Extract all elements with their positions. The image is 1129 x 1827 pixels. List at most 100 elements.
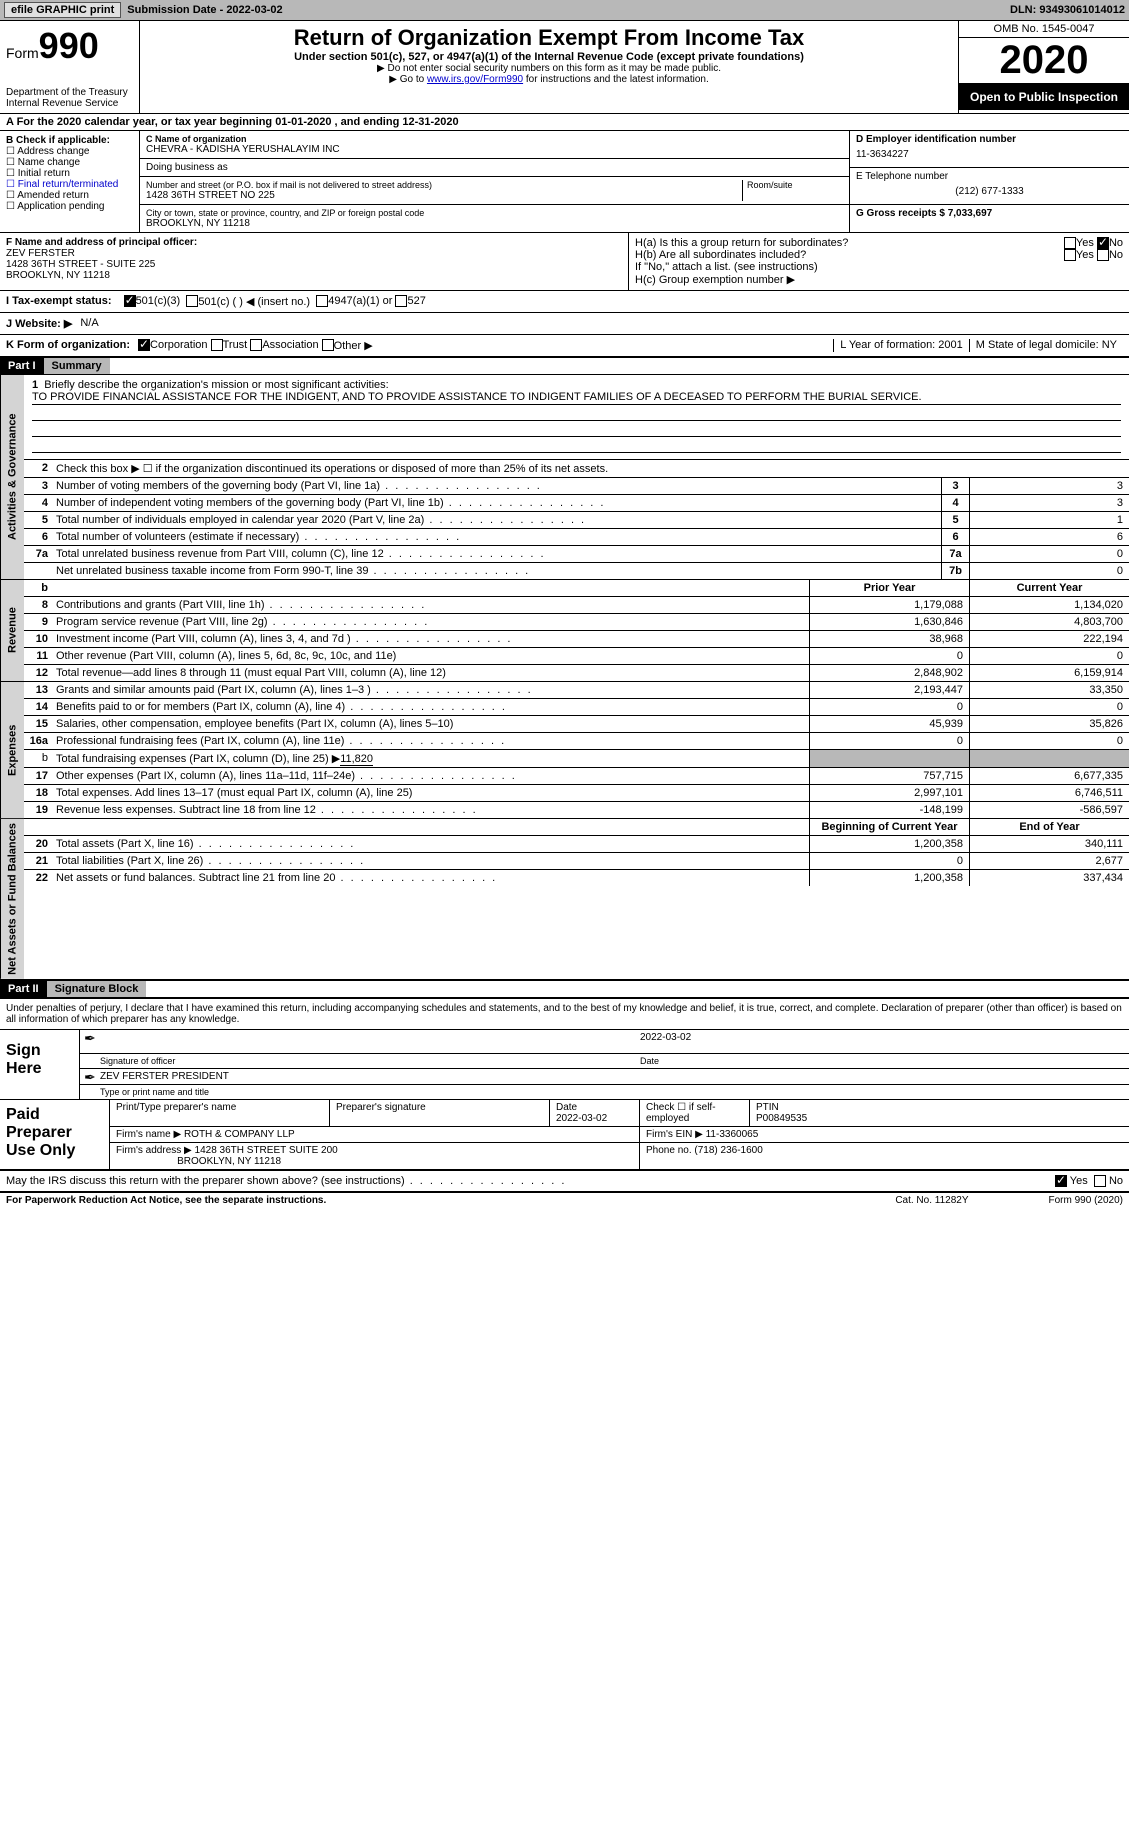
revenue-section: Revenue bPrior YearCurrent Year 8Contrib… (0, 580, 1129, 682)
efile-print-button[interactable]: efile GRAPHIC print (4, 2, 121, 18)
vtab-revenue: Revenue (0, 580, 24, 681)
chk-other[interactable] (322, 339, 334, 351)
discuss-row: May the IRS discuss this return with the… (0, 1171, 1129, 1193)
line-3: Number of voting members of the governin… (52, 478, 941, 494)
form-990-label: Form990 (6, 25, 133, 67)
val-20c: 340,111 (969, 836, 1129, 852)
firm-phone: (718) 236-1600 (694, 1145, 762, 1156)
footer: For Paperwork Reduction Act Notice, see … (0, 1193, 1129, 1208)
form-note-1: ▶ Do not enter social security numbers o… (146, 63, 952, 74)
hb-yes-checkbox[interactable] (1064, 249, 1076, 261)
val-11p: 0 (809, 648, 969, 664)
chk-4947[interactable] (316, 295, 328, 307)
signature-block: Sign Here ✒ 2022-03-02 Signature of offi… (0, 1029, 1129, 1100)
org-name: CHEVRA - KADISHA YERUSHALAYIM INC (146, 144, 843, 155)
year-formation: L Year of formation: 2001 (833, 339, 969, 352)
firm-ein: 11-3360065 (706, 1129, 759, 1140)
chk-assoc[interactable] (250, 339, 262, 351)
hb-label: H(b) Are all subordinates included? (635, 249, 1003, 261)
val-5: 1 (969, 512, 1129, 528)
prep-ptin: P00849535 (756, 1113, 807, 1124)
mission-intro: Briefly describe the organization's miss… (44, 379, 388, 391)
chk-address-change[interactable]: ☐ Address change (6, 146, 133, 157)
val-21c: 2,677 (969, 853, 1129, 869)
dln-label: DLN: 93493061014012 (1010, 4, 1125, 16)
suite-label: Room/suite (747, 180, 843, 190)
pen-icon: ✒ (84, 1030, 96, 1047)
line-4: Number of independent voting members of … (52, 495, 941, 511)
val-4: 3 (969, 495, 1129, 511)
discuss-text: May the IRS discuss this return with the… (6, 1175, 566, 1187)
val-12c: 6,159,914 (969, 665, 1129, 681)
val-12p: 2,848,902 (809, 665, 969, 681)
hdr-begin: Beginning of Current Year (809, 819, 969, 835)
val-13p: 2,193,447 (809, 682, 969, 698)
preparer-block: Paid Preparer Use Only Print/Type prepar… (0, 1100, 1129, 1171)
phone-label: E Telephone number (856, 171, 1123, 182)
ha-yes-checkbox[interactable] (1064, 237, 1076, 249)
chk-application-pending[interactable]: ☐ Application pending (6, 201, 133, 212)
chk-name-change[interactable]: ☐ Name change (6, 157, 133, 168)
chk-initial-return[interactable]: ☐ Initial return (6, 168, 133, 179)
val-19p: -148,199 (809, 802, 969, 818)
val-7a: 0 (969, 546, 1129, 562)
submission-date: Submission Date - 2022-03-02 (127, 4, 282, 16)
line-7a: Total unrelated business revenue from Pa… (52, 546, 941, 562)
val-17c: 6,677,335 (969, 768, 1129, 784)
ein-value: 11-3634227 (856, 145, 1123, 164)
officer-addr2: BROOKLYN, NY 11218 (6, 270, 622, 281)
line-14: Benefits paid to or for members (Part IX… (52, 699, 809, 715)
chk-amended-return[interactable]: ☐ Amended return (6, 190, 133, 201)
chk-final-return[interactable]: ☐ Final return/terminated (6, 179, 133, 190)
chk-501c[interactable] (186, 295, 198, 307)
sig-officer-label: Signature of officer (100, 1056, 175, 1066)
hdr-current: Current Year (969, 580, 1129, 596)
sign-here-label: Sign Here (0, 1030, 80, 1099)
line-15: Salaries, other compensation, employee b… (52, 716, 809, 732)
val-18p: 2,997,101 (809, 785, 969, 801)
officer-label: F Name and address of principal officer: (6, 237, 622, 248)
val-6: 6 (969, 529, 1129, 545)
line-7b: Net unrelated business taxable income fr… (52, 563, 941, 579)
hdr-prior: Prior Year (809, 580, 969, 596)
val-14p: 0 (809, 699, 969, 715)
section-b-header: B Check if applicable: (6, 135, 133, 146)
chk-trust[interactable] (211, 339, 223, 351)
perjury-statement: Under penalties of perjury, I declare th… (0, 998, 1129, 1029)
type-name-label: Type or print name and title (80, 1085, 1129, 1099)
open-public-label: Open to Public Inspection (959, 84, 1129, 110)
firm-addr1: 1428 36TH STREET SUITE 200 (195, 1145, 338, 1156)
irs-link[interactable]: www.irs.gov/Form990 (427, 74, 523, 85)
state-domicile: M State of legal domicile: NY (969, 339, 1123, 352)
chk-corp[interactable] (138, 339, 150, 351)
hb-no-checkbox[interactable] (1097, 249, 1109, 261)
val-19c: -586,597 (969, 802, 1129, 818)
prep-print-name-label: Print/Type preparer's name (110, 1100, 330, 1126)
vtab-netassets: Net Assets or Fund Balances (0, 819, 24, 979)
val-15c: 35,826 (969, 716, 1129, 732)
discuss-no-checkbox[interactable] (1094, 1175, 1106, 1187)
netassets-section: Net Assets or Fund Balances Beginning of… (0, 819, 1129, 980)
footer-right: Form 990 (2020) (1049, 1195, 1123, 1206)
paid-preparer-label: Paid Preparer Use Only (0, 1100, 110, 1169)
line-19: Revenue less expenses. Subtract line 18 … (52, 802, 809, 818)
footer-left: For Paperwork Reduction Act Notice, see … (6, 1195, 326, 1206)
chk-501c3[interactable] (124, 295, 136, 307)
val-16ap: 0 (809, 733, 969, 749)
discuss-yes-checkbox[interactable] (1055, 1175, 1067, 1187)
korg-row: K Form of organization: Corporation Trus… (0, 335, 1129, 357)
city-value: BROOKLYN, NY 11218 (146, 218, 843, 229)
ha-no-checkbox[interactable] (1097, 237, 1109, 249)
line-18: Total expenses. Add lines 13–17 (must eq… (52, 785, 809, 801)
line-2: Check this box ▶ ☐ if the organization d… (52, 460, 1129, 477)
dept-label: Department of the Treasury Internal Reve… (6, 87, 133, 109)
org-name-label: C Name of organization (146, 134, 843, 144)
mission-text: TO PROVIDE FINANCIAL ASSISTANCE FOR THE … (32, 391, 1121, 405)
vtab-expenses: Expenses (0, 682, 24, 818)
line-9: Program service revenue (Part VIII, line… (52, 614, 809, 630)
line-13: Grants and similar amounts paid (Part IX… (52, 682, 809, 698)
prep-check-self[interactable]: Check ☐ if self-employed (640, 1100, 750, 1126)
val-22p: 1,200,358 (809, 870, 969, 886)
val-3: 3 (969, 478, 1129, 494)
chk-527[interactable] (395, 295, 407, 307)
